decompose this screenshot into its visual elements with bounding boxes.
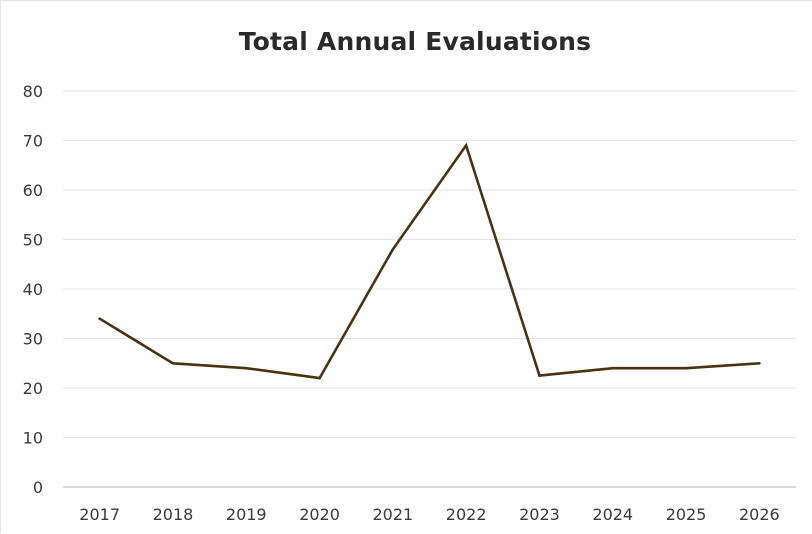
chart-title: Total Annual Evaluations — [238, 27, 592, 56]
y-tick-label: 60 — [23, 181, 43, 200]
y-tick-label: 70 — [23, 132, 43, 151]
x-tick-labels: 2017 2018 2019 2020 2021 2022 2023 2024 2025 2026 — [79, 505, 779, 524]
y-tick-label: 0 — [33, 478, 43, 497]
y-tick-label: 80 — [23, 82, 43, 101]
x-tick-label: 2023 — [519, 505, 560, 524]
data-point — [318, 376, 321, 380]
data-point — [244, 366, 248, 370]
y-tick-label: 20 — [23, 379, 43, 398]
x-tick-label: 2020 — [299, 505, 340, 524]
data-point — [98, 317, 101, 321]
x-tick-label: 2019 — [226, 505, 267, 524]
x-tick-label: 2022 — [446, 505, 487, 524]
gridlines — [63, 90, 796, 438]
data-point — [391, 248, 395, 251]
y-tick-label: 30 — [23, 330, 43, 349]
y-tick-label: 40 — [23, 280, 43, 299]
y-tick-label: 10 — [23, 429, 43, 448]
y-tick-labels: 0 10 20 30 40 50 60 70 80 — [23, 82, 43, 497]
data-point — [171, 361, 175, 365]
x-tick-label: 2024 — [592, 505, 633, 524]
x-tick-label: 2017 — [79, 505, 120, 524]
series-line — [99, 142, 760, 380]
data-point — [758, 361, 761, 365]
data-point — [464, 144, 468, 147]
series-layer — [98, 142, 761, 380]
data-point — [684, 366, 688, 370]
x-tick-label: 2026 — [739, 505, 780, 524]
x-tick-label: 2021 — [372, 505, 413, 524]
x-tick-label: 2018 — [153, 505, 194, 524]
y-tick-label: 50 — [23, 231, 43, 250]
x-tick-label: 2025 — [666, 505, 707, 524]
data-point — [538, 374, 541, 377]
data-point — [611, 366, 615, 370]
